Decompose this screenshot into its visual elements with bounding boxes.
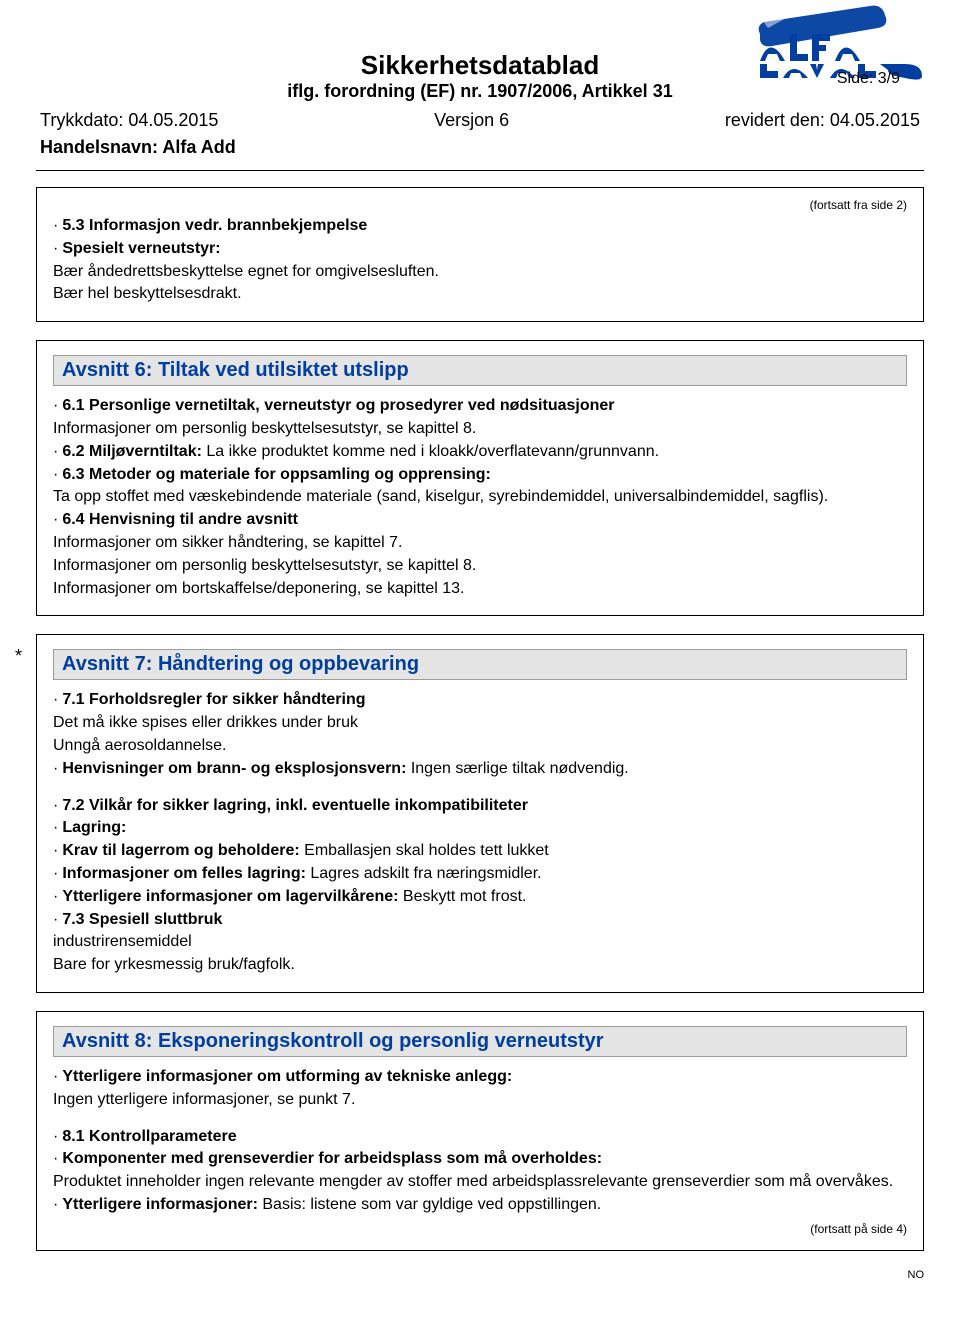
continued-to: (fortsatt på side 4) (53, 1222, 907, 1236)
h53-line2: Bær hel beskyttelsesdrakt. (53, 284, 907, 305)
h81-comp-text: Produktet inneholder ingen relevante men… (53, 1172, 907, 1193)
h53-sublabel: Spesielt verneutstyr: (62, 240, 220, 257)
h71-l2: Unngå aerosoldannelse. (53, 736, 907, 757)
continued-from: (fortsatt fra side 2) (53, 198, 907, 212)
h61-text: Informasjoner om personlig beskyttelsesu… (53, 419, 907, 440)
section-7-header: Avsnitt 7: Håndtering og oppbevaring (53, 649, 907, 680)
h72-req-label: Krav til lagerrom og beholdere: (62, 842, 299, 859)
section-6-box: Avsnitt 6: Tiltak ved utilsiktet utslipp… (36, 340, 924, 616)
asterisk-marker: * (15, 646, 22, 667)
h53-title: 5.3 Informasjon vedr. brannbekjempelse (62, 217, 367, 234)
section-7-box: Avsnitt 7: Håndtering og oppbevaring ·7.… (36, 634, 924, 993)
h71-title: 7.1 Forholdsregler for sikker håndtering (62, 691, 365, 708)
print-date: Trykkdato: 04.05.2015 (40, 110, 218, 131)
h53-line1: Bær åndedrettsbeskyttelse egnet for omgi… (53, 262, 907, 283)
h73-title: 7.3 Spesiell sluttbruk (62, 911, 222, 928)
page-side: Side: 3/9 (837, 70, 900, 88)
h73-l2: Bare for yrkesmessig bruk/fagfolk. (53, 955, 907, 976)
product-name: Handelsnavn: Alfa Add (40, 137, 920, 158)
section-8-box: Avsnitt 8: Eksponeringskontroll og perso… (36, 1011, 924, 1251)
tech-label: Ytterligere informasjoner om utforming a… (62, 1068, 512, 1085)
h64-l1: Informasjoner om sikker håndtering, se k… (53, 533, 907, 554)
version: Versjon 6 (434, 110, 509, 131)
tech-text: Ingen ytterligere informasjoner, se punk… (53, 1090, 907, 1111)
lang-code: NO (30, 1269, 924, 1281)
section-8-header: Avsnitt 8: Eksponeringskontroll og perso… (53, 1026, 907, 1057)
h72-add-label: Ytterligere informasjoner om lagervilkår… (62, 888, 398, 905)
h64-l2: Informasjoner om personlig beskyttelsesu… (53, 556, 907, 577)
h61-title: 6.1 Personlige vernetiltak, verneutstyr … (62, 397, 614, 414)
h64-title: 6.4 Henvisning til andre avsnitt (62, 511, 298, 528)
h64-l3: Informasjoner om bortskaffelse/deponerin… (53, 579, 907, 600)
revised-date: revidert den: 04.05.2015 (725, 110, 920, 131)
h63-text: Ta opp stoffet med væskebindende materia… (53, 487, 907, 508)
h72-storage: Lagring: (62, 819, 126, 836)
h71-l1: Det må ikke spises eller drikkes under b… (53, 713, 907, 734)
section-6-header: Avsnitt 6: Tiltak ved utilsiktet utslipp (53, 355, 907, 386)
divider (36, 170, 924, 171)
h81-title: 8.1 Kontrollparametere (62, 1128, 236, 1145)
h73-l1: industrirensemiddel (53, 932, 907, 953)
h71-fire-label: Henvisninger om brann- og eksplosjonsver… (62, 760, 406, 777)
h72-joint-label: Informasjoner om felles lagring: (62, 865, 306, 882)
h72-title: 7.2 Vilkår for sikker lagring, inkl. eve… (62, 797, 528, 814)
h62-title: 6.2 Miljøverntiltak: (62, 443, 202, 460)
section-5-box: (fortsatt fra side 2) ·5.3 Informasjon v… (36, 187, 924, 322)
h81-comp-label: Komponenter med grenseverdier for arbeid… (62, 1150, 602, 1167)
h63-title: 6.3 Metoder og materiale for oppsamling … (62, 466, 491, 483)
h81-add-label: Ytterligere informasjoner: (62, 1196, 258, 1213)
